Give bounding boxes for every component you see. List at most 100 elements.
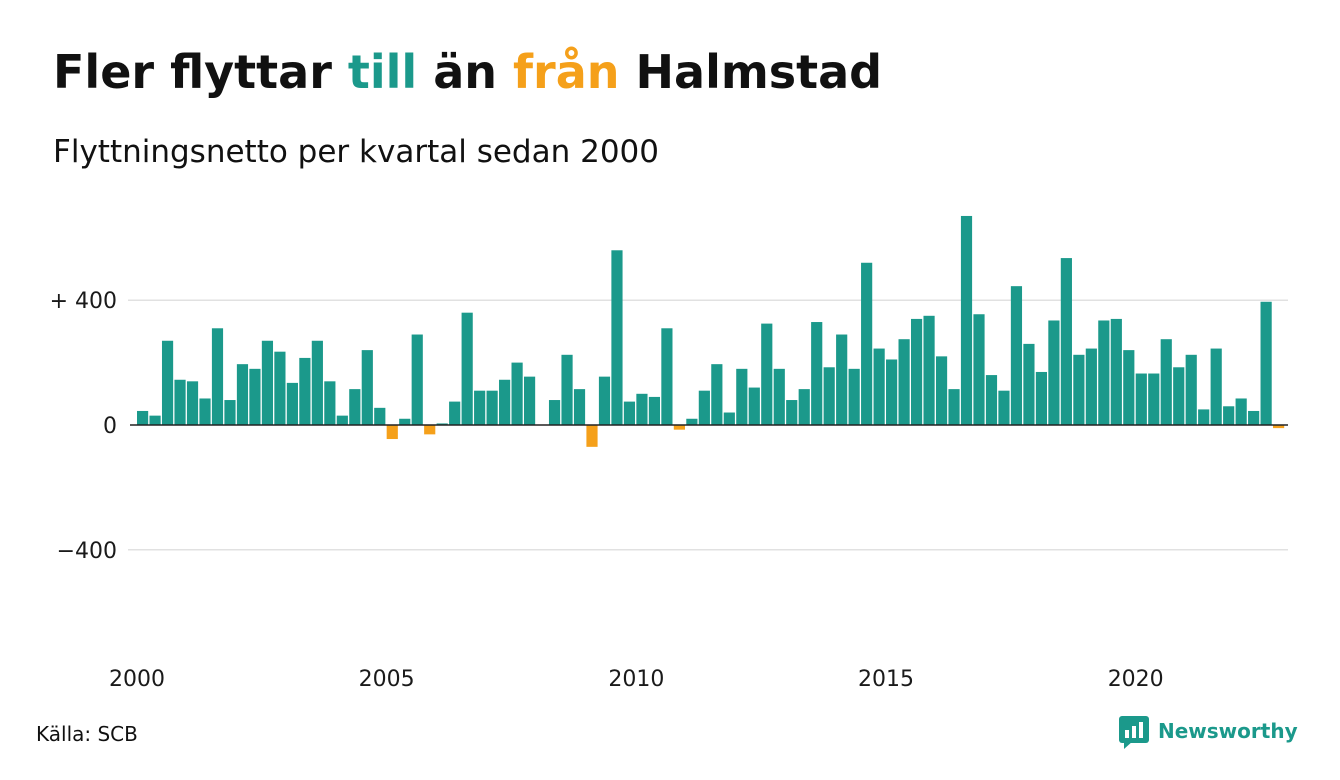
bar-positive <box>573 389 586 425</box>
y-tick-label: + 400 <box>50 289 117 314</box>
bar-positive <box>1110 318 1122 425</box>
bar-positive <box>399 418 411 425</box>
bar-positive <box>1248 410 1260 425</box>
bar-negative <box>1273 425 1285 429</box>
bar-negative <box>386 425 398 440</box>
bar-positive <box>736 368 748 425</box>
bar-positive <box>486 390 498 425</box>
bar-positive <box>336 415 348 425</box>
bar-positive <box>1210 348 1222 425</box>
bar-positive <box>761 323 773 425</box>
bar-positive <box>186 381 199 425</box>
gridlines <box>128 299 1288 551</box>
bar-positive <box>1123 350 1135 425</box>
bar-positive <box>898 339 910 425</box>
bar-positive <box>1010 286 1023 425</box>
chart-canvas: + 400 0 −400 2000 2005 2010 2015 2020 <box>50 215 1288 692</box>
bar-positive <box>873 348 885 425</box>
bar-positive <box>1098 320 1110 425</box>
brand-name: Newsworthy <box>1158 719 1298 743</box>
x-tick-label: 2020 <box>1108 667 1164 692</box>
bar-positive <box>274 351 286 425</box>
x-tick-label: 2005 <box>359 667 415 692</box>
bar-positive <box>1148 373 1160 425</box>
bar-positive <box>149 415 161 425</box>
bar-positive <box>249 368 261 425</box>
bar-positive <box>611 250 623 425</box>
bar-positive <box>861 262 873 425</box>
bar-negative <box>424 425 436 435</box>
bar-positive <box>374 407 386 425</box>
y-tick-label: −400 <box>57 539 117 564</box>
bar-positive <box>449 401 461 425</box>
bar-positive <box>836 334 848 425</box>
bar-positive <box>636 393 648 425</box>
bar-positive <box>1235 398 1247 425</box>
bar-positive <box>161 340 174 425</box>
bar-positive <box>1085 348 1097 425</box>
x-tick-label: 2010 <box>608 667 664 692</box>
bar-positive <box>598 376 611 425</box>
bar-positive <box>411 334 423 425</box>
bar-positive <box>985 375 998 425</box>
bar-positive <box>137 410 149 425</box>
bar-positive <box>1060 258 1072 425</box>
bar-positive <box>623 401 636 425</box>
bar-positive <box>474 390 486 425</box>
source-note: Källa: SCB <box>36 722 138 746</box>
bars <box>137 215 1285 447</box>
bar-positive <box>311 340 323 425</box>
bar-positive <box>823 367 835 425</box>
bar-negative <box>673 425 685 430</box>
bar-positive <box>299 357 311 425</box>
bar-positive <box>1173 367 1185 425</box>
bar-positive <box>436 423 448 425</box>
bar-positive <box>1260 301 1272 425</box>
title-segment: än <box>433 45 497 99</box>
bar-chart: + 400 0 −400 2000 2005 2010 2015 2020 <box>0 190 1340 700</box>
bar-positive <box>349 389 361 425</box>
bar-positive <box>998 390 1010 425</box>
bar-positive <box>286 382 298 425</box>
bar-positive <box>523 376 536 425</box>
bar-positive <box>1135 373 1147 425</box>
bar-positive <box>461 312 473 425</box>
x-tick-label: 2000 <box>109 667 165 692</box>
chart-subtitle: Flyttningsnetto per kvartal sedan 2000 <box>53 134 659 170</box>
bar-positive <box>723 412 735 425</box>
bar-positive <box>773 368 785 425</box>
title-segment: Halmstad <box>635 45 883 99</box>
bar-positive <box>511 362 523 425</box>
bar-positive <box>973 314 985 425</box>
bar-positive <box>261 340 274 425</box>
bar-positive <box>1048 320 1060 425</box>
bar-positive <box>1198 409 1210 425</box>
bar-positive <box>361 350 373 425</box>
title-segment-positive: till <box>347 45 418 99</box>
chart-title: Fler flyttar till än från Halmstad <box>53 49 882 95</box>
bar-positive <box>711 364 723 425</box>
bar-positive <box>324 381 336 425</box>
bar-positive <box>648 396 661 425</box>
bar-positive <box>886 359 898 425</box>
bar-positive <box>499 379 511 425</box>
bar-positive <box>1035 371 1048 425</box>
x-tick-label: 2015 <box>858 667 914 692</box>
newsworthy-logo: Newsworthy <box>1119 716 1301 750</box>
bar-positive <box>848 368 860 425</box>
bar-positive <box>199 398 211 425</box>
bar-positive <box>561 354 573 425</box>
bar-positive <box>923 315 935 425</box>
bar-positive <box>224 400 236 425</box>
y-tick-label: 0 <box>103 414 117 439</box>
bar-negative <box>586 425 598 447</box>
bar-positive <box>1160 339 1172 425</box>
bar-positive <box>1023 343 1035 425</box>
bar-positive <box>661 328 673 425</box>
bar-positive <box>935 356 948 425</box>
bar-positive <box>236 364 249 425</box>
bar-positive <box>811 322 823 425</box>
bar-positive <box>686 418 698 425</box>
bar-positive <box>548 400 561 425</box>
title-segment: Fler flyttar <box>53 45 332 99</box>
